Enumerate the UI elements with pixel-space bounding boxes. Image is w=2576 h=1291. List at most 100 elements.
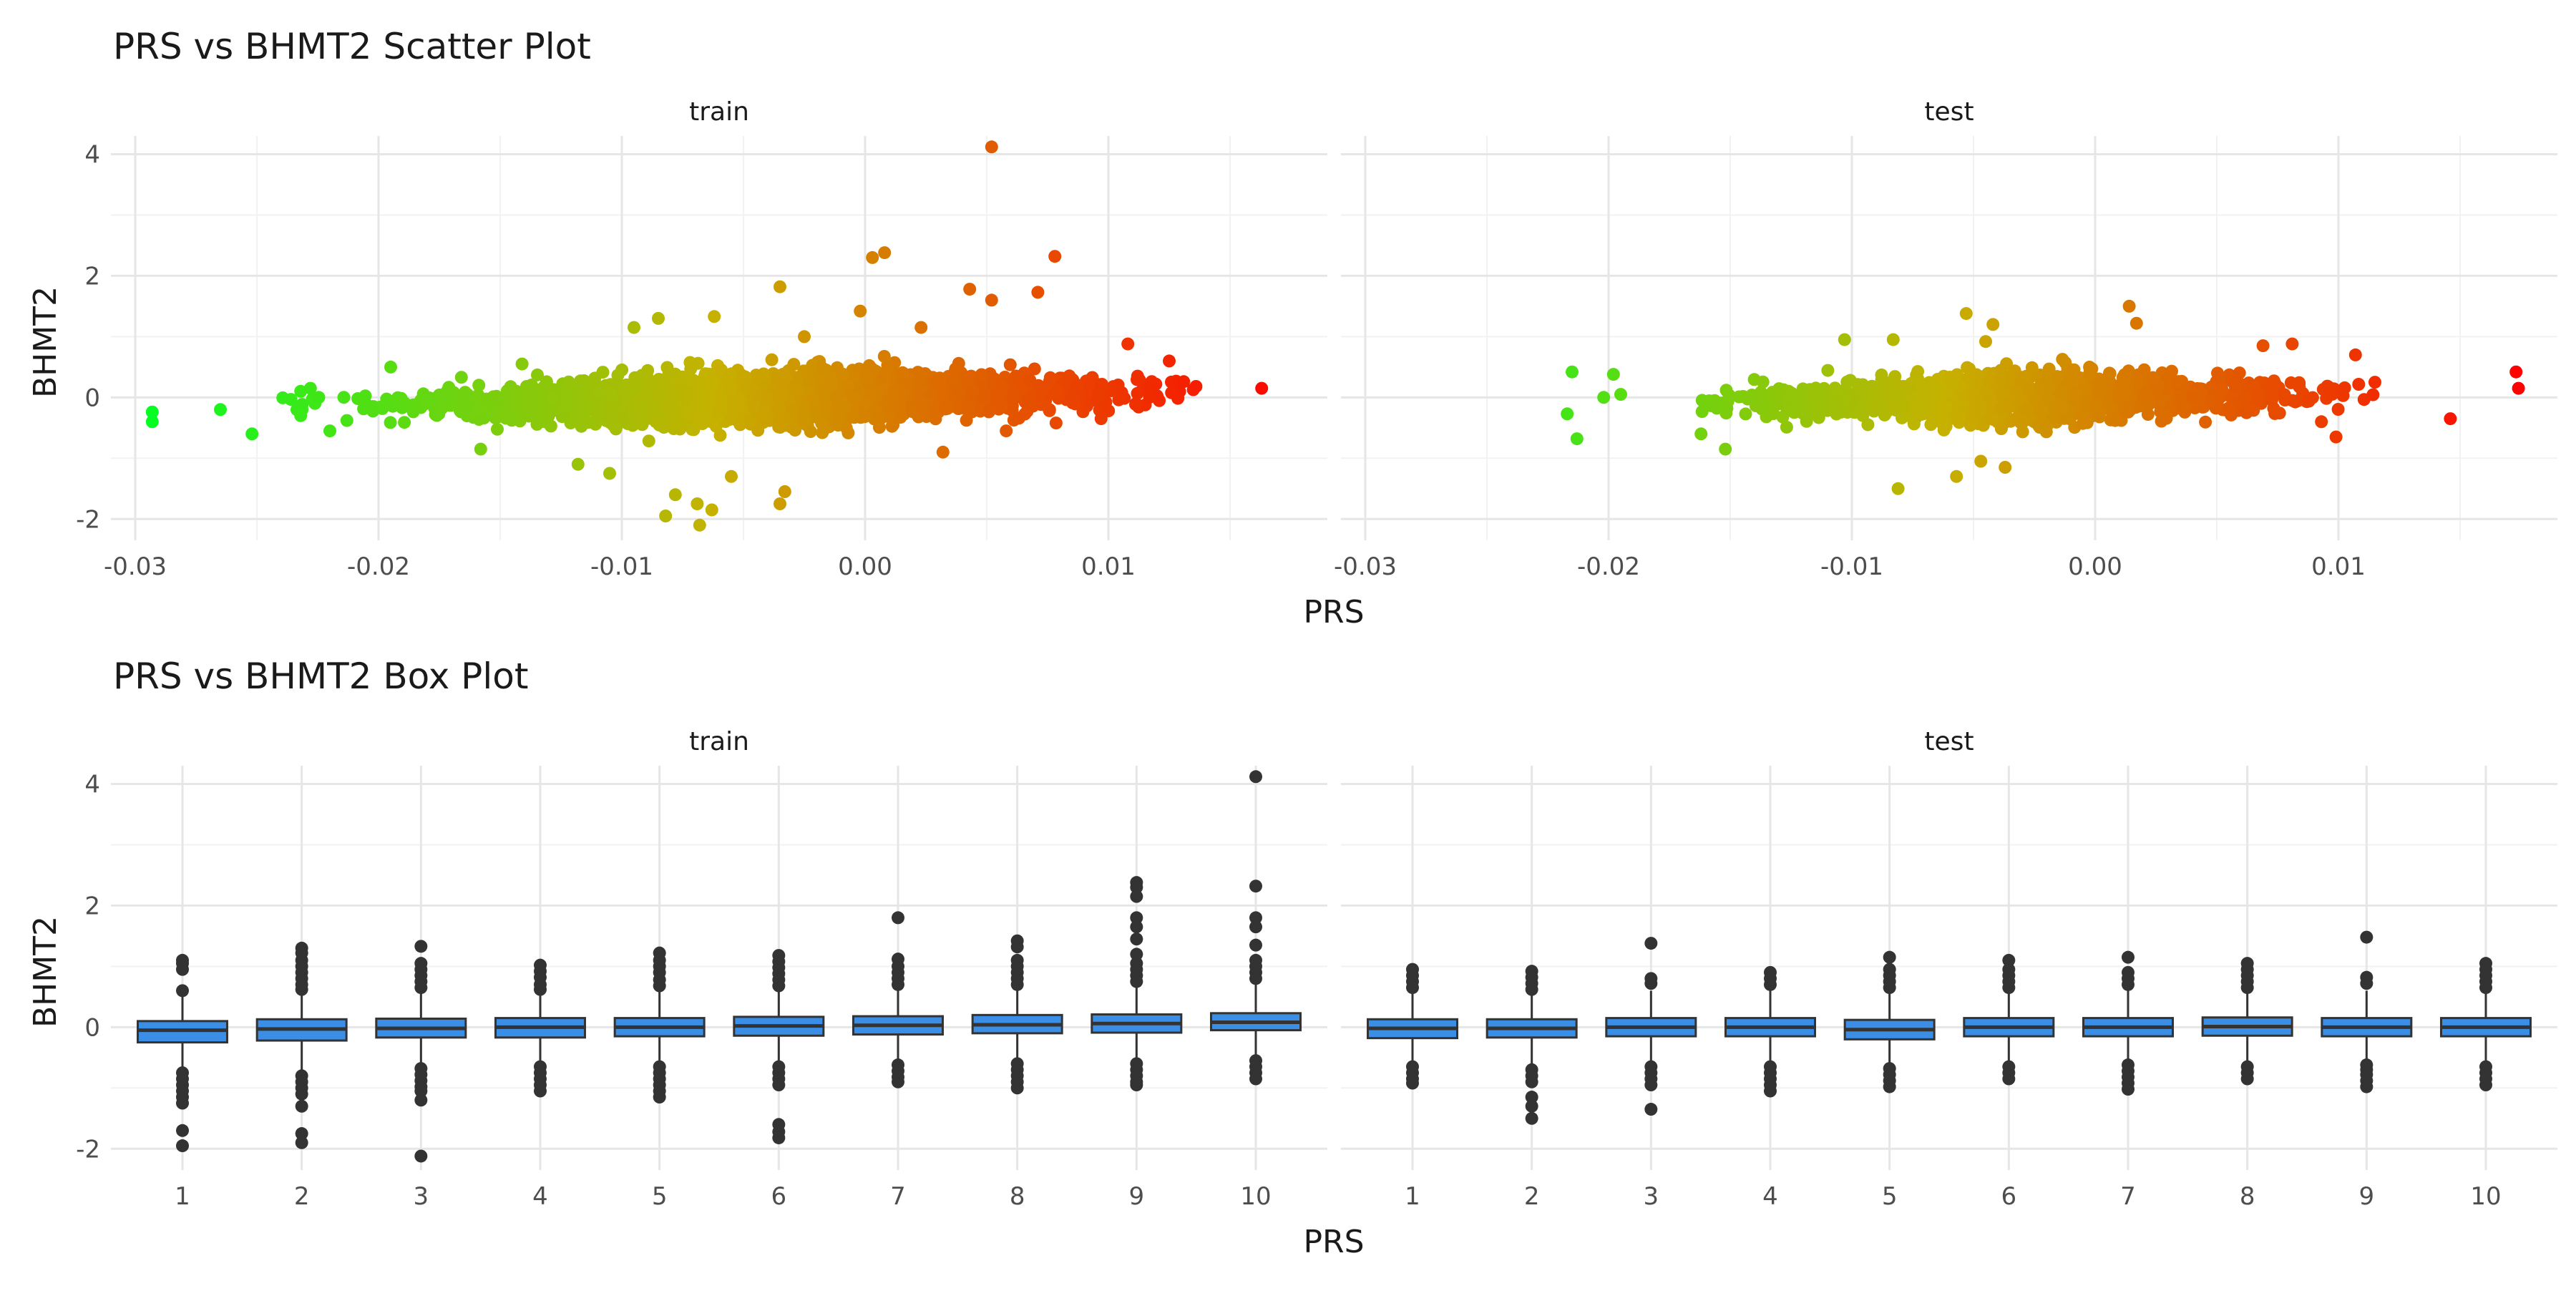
scatter-point [2016, 425, 2029, 439]
box-outlier [1883, 1080, 1896, 1093]
box-outlier [414, 981, 428, 995]
box-outlier [414, 940, 428, 953]
scatter-point [510, 394, 524, 408]
scatter-point [1189, 380, 1203, 393]
scatter-point [743, 414, 756, 428]
scatter-point [839, 421, 853, 434]
scatter-point [1131, 386, 1144, 400]
box-6 [733, 949, 825, 1144]
scatter-point [2212, 370, 2226, 384]
box-outlier [1130, 932, 1143, 946]
scatter-point [1999, 461, 2012, 474]
scatter-point [1112, 393, 1126, 406]
scatter-point [531, 368, 544, 381]
scatter-point [873, 409, 886, 422]
box-outlier [2240, 981, 2254, 995]
scatter-point [1873, 400, 1886, 414]
scatter-point [1897, 385, 1911, 399]
box-outlier [772, 979, 786, 993]
scatter-point [1780, 420, 1793, 434]
scatter-point [2215, 384, 2229, 397]
scatter-point [1149, 377, 1163, 391]
box-outlier [2360, 1080, 2373, 1093]
scatter-panel-train: -0.03 -0.02 -0.01 0.00 0.01 -2 0 2 4 [76, 136, 1327, 581]
box-outlier [1644, 1103, 1658, 1116]
box-x-tick-label: 2 [294, 1182, 310, 1211]
scatter-point [886, 399, 899, 413]
scatter-point [1944, 378, 1958, 391]
box-outlier [1249, 920, 1262, 934]
box-outlier [1249, 938, 1262, 952]
scatter-point [993, 396, 1007, 409]
scatter-point [603, 467, 616, 480]
box-outlier [2479, 981, 2492, 995]
box-outlier [1249, 770, 1262, 784]
box-outlier [1644, 1078, 1658, 1092]
scatter-point [784, 402, 798, 416]
scatter-y-axis-title: BHMT2 [27, 286, 64, 398]
box-outlier [1010, 978, 1024, 991]
box-4 [494, 958, 586, 1098]
scatter-point [2079, 394, 2092, 407]
scatter-point [1009, 369, 1023, 383]
scatter-point [515, 357, 529, 371]
scatter-point [398, 416, 411, 429]
scatter-point [1131, 369, 1144, 383]
scatter-point [914, 396, 927, 410]
scatter-point [1891, 482, 1905, 495]
scatter-point [966, 384, 980, 398]
scatter-point [2130, 377, 2144, 391]
scatter-point [1606, 368, 1620, 381]
box-y-tick-label: -2 [76, 1135, 100, 1164]
scatter-point [691, 387, 703, 400]
scatter-point [888, 387, 902, 401]
box-outlier [1644, 977, 1658, 990]
scatter-facet-label-test: test [1924, 97, 1974, 127]
scatter-point [813, 371, 826, 385]
box-x-tick-label: 8 [2240, 1182, 2255, 1211]
box-outlier [1406, 981, 1419, 995]
scatter-point [960, 414, 973, 427]
scatter-point [1105, 384, 1118, 397]
scatter-point [640, 389, 653, 403]
box-outlier [176, 1139, 189, 1153]
box-outlier [2240, 1072, 2254, 1086]
box-outlier [1883, 950, 1896, 964]
scatter-point [1050, 384, 1063, 397]
scatter-point [628, 321, 640, 334]
box-outlier [1764, 1084, 1777, 1098]
scatter-point [489, 389, 503, 403]
scatter-point [1969, 394, 1983, 408]
scatter-point [1965, 414, 1979, 427]
box-outlier [2360, 977, 2373, 990]
scatter-point [1732, 390, 1746, 404]
scatter-point [303, 381, 317, 395]
scatter-point [522, 394, 535, 406]
scatter-point [323, 424, 336, 438]
scatter-point [858, 396, 872, 410]
scatter-point [2014, 374, 2028, 388]
scatter-point [591, 385, 605, 399]
box-3 [1605, 937, 1697, 1116]
scatter-point [1916, 386, 1930, 400]
box-facet-label-test: test [1924, 727, 1974, 756]
scatter-point [2326, 387, 2339, 401]
scatter-point [1597, 391, 1611, 404]
scatter-point [1561, 407, 1574, 421]
scatter-point [618, 384, 632, 396]
scatter-point [1838, 333, 1851, 346]
scatter-point [985, 293, 998, 307]
scatter-point [2067, 363, 2081, 376]
scatter-point [963, 283, 977, 296]
scatter-point [1092, 386, 1106, 399]
scatter-point [2093, 376, 2107, 389]
box-3 [375, 940, 467, 1163]
box-4 [1724, 965, 1816, 1098]
box-x-tick-label: 9 [2359, 1182, 2375, 1211]
scatter-point [2338, 381, 2351, 394]
box-outlier [176, 963, 189, 976]
box-10 [1210, 770, 1302, 1086]
scatter-point [1094, 412, 1108, 426]
scatter-point [2329, 430, 2343, 444]
scatter-point [2011, 394, 2024, 408]
